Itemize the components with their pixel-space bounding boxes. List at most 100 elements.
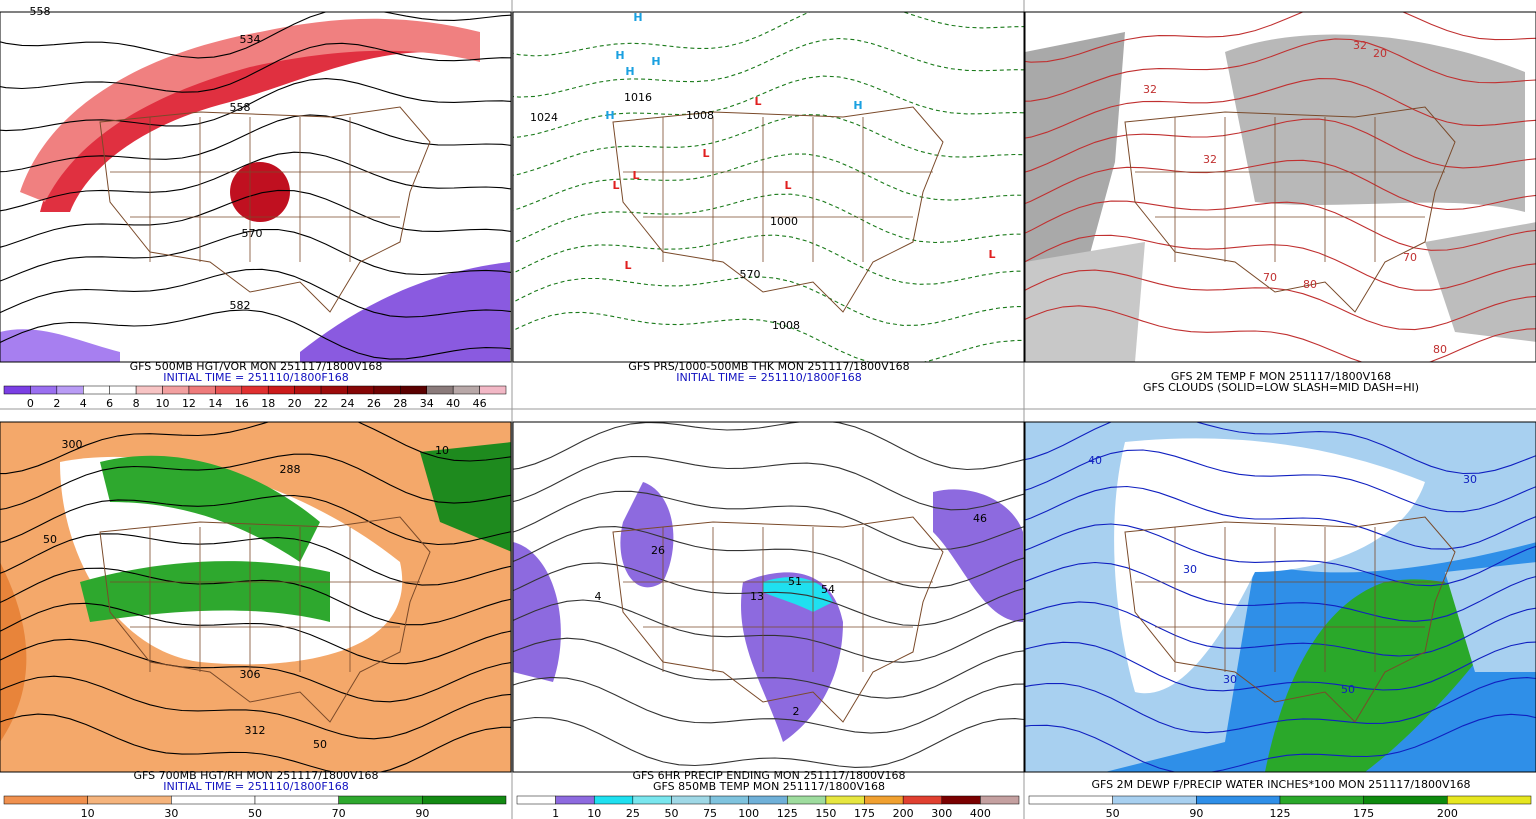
colorbar-box xyxy=(254,795,339,805)
colorbar-label: 70 xyxy=(332,807,346,819)
caption: GFS 2M TEMP F MON 251117/1800V168 xyxy=(1171,370,1391,383)
colorbar-box xyxy=(267,385,295,395)
colorbar-label: 175 xyxy=(854,807,875,819)
contour-line xyxy=(1025,12,1536,63)
colorbar-label: 6 xyxy=(106,397,113,410)
colorbar-label: 10 xyxy=(587,807,601,819)
map-label: 570 xyxy=(242,227,263,240)
contour-line xyxy=(0,12,511,59)
caption: INITIAL TIME = 251110/1800F168 xyxy=(163,371,348,384)
map-label: 10 xyxy=(435,444,449,457)
map xyxy=(0,422,511,772)
colorbar-label: 40 xyxy=(446,397,460,410)
contour-line xyxy=(1025,78,1536,139)
colorbar-label: 30 xyxy=(164,807,178,819)
colorbar-label: 10 xyxy=(81,807,95,819)
colorbar-label: 12 xyxy=(182,397,196,410)
shaded-area xyxy=(420,442,511,552)
map-label: H xyxy=(651,55,660,68)
contour-line xyxy=(1025,118,1536,173)
map-label: 1016 xyxy=(624,91,652,104)
contour-line xyxy=(0,602,511,665)
colorbar-label: 20 xyxy=(288,397,302,410)
contour-line xyxy=(0,713,511,772)
border-outline xyxy=(99,516,431,723)
contour-line xyxy=(1025,523,1536,587)
map xyxy=(1025,422,1536,772)
contour-line xyxy=(1025,561,1536,622)
border-outline xyxy=(1124,516,1456,723)
map-label: L xyxy=(612,179,619,192)
colorbar-label: 200 xyxy=(893,807,914,819)
contour-line xyxy=(0,151,511,212)
contour-line xyxy=(1025,159,1536,211)
shaded-area xyxy=(20,18,480,203)
colorbar-box xyxy=(787,795,827,805)
contour-line xyxy=(513,490,1024,550)
colorbar-box xyxy=(320,385,348,395)
map-label: 300 xyxy=(62,438,83,451)
map-label: H xyxy=(615,49,624,62)
colorbar-label: 2 xyxy=(53,397,60,410)
contour-line xyxy=(513,75,1024,138)
contour-line xyxy=(513,153,1024,211)
map-label: H xyxy=(633,11,642,24)
map-label: L xyxy=(702,147,709,160)
shaded-area xyxy=(100,455,320,562)
border-outline xyxy=(612,516,944,723)
colorbar-box xyxy=(162,385,190,395)
colorbar-box xyxy=(1363,795,1448,805)
contour-line xyxy=(1025,677,1536,734)
colorbar-label: 28 xyxy=(393,397,407,410)
caption: GFS PRS/1000-500MB THK MON 251117/1800V1… xyxy=(628,360,909,373)
contour-line xyxy=(513,276,1024,326)
map-frame xyxy=(0,421,512,773)
map-label: H xyxy=(625,65,634,78)
map-frame xyxy=(512,11,1025,363)
contour-line xyxy=(1025,713,1536,772)
map-label: 54 xyxy=(821,583,835,596)
shaded-area xyxy=(0,562,27,742)
map-label: L xyxy=(624,259,631,272)
shaded-area xyxy=(1025,32,1125,312)
contour-line xyxy=(0,42,511,93)
colorbar-box xyxy=(1112,795,1197,805)
colorbar-box xyxy=(1279,795,1364,805)
map-panel xyxy=(512,11,1025,363)
colorbar-label: 22 xyxy=(314,397,328,410)
colorbar-box xyxy=(941,795,981,805)
map-label: 32 xyxy=(1353,39,1367,52)
shaded-area xyxy=(1025,242,1145,362)
colorbar-label: 125 xyxy=(1270,807,1291,819)
map-label: 1024 xyxy=(530,111,558,124)
colorbar-box xyxy=(338,795,423,805)
colorbar-box xyxy=(83,385,110,395)
colorbar-box xyxy=(632,795,672,805)
map-label: 50 xyxy=(43,533,57,546)
map-label: 4 xyxy=(595,590,602,603)
colorbar-label: 200 xyxy=(1437,807,1458,819)
map-label: 288 xyxy=(280,463,301,476)
caption: GFS 2M DEWP F/PRECIP WATER INCHES*100 MO… xyxy=(1091,778,1470,791)
colorbar-box xyxy=(671,795,711,805)
map-label: 80 xyxy=(1303,278,1317,291)
colorbar-label: 0 xyxy=(27,397,34,410)
colorbar-label: 150 xyxy=(815,807,836,819)
map-panel xyxy=(512,421,1025,773)
colorbar-label: 50 xyxy=(248,807,262,819)
colorbar-label: 24 xyxy=(340,397,354,410)
map-label: 70 xyxy=(1403,251,1417,264)
contour-line xyxy=(0,567,511,626)
colorbar-label: 50 xyxy=(1106,807,1120,819)
contour-line xyxy=(0,533,511,586)
colorbar-label: 8 xyxy=(133,397,140,410)
map xyxy=(0,12,511,362)
map-label: 30 xyxy=(1183,563,1197,576)
colorbar-box xyxy=(1196,795,1281,805)
contour-line xyxy=(1025,601,1536,657)
contour-line xyxy=(1025,485,1536,550)
colorbar-label: 90 xyxy=(1189,807,1203,819)
colorbar-box xyxy=(902,795,943,805)
shaded-area xyxy=(933,489,1023,622)
